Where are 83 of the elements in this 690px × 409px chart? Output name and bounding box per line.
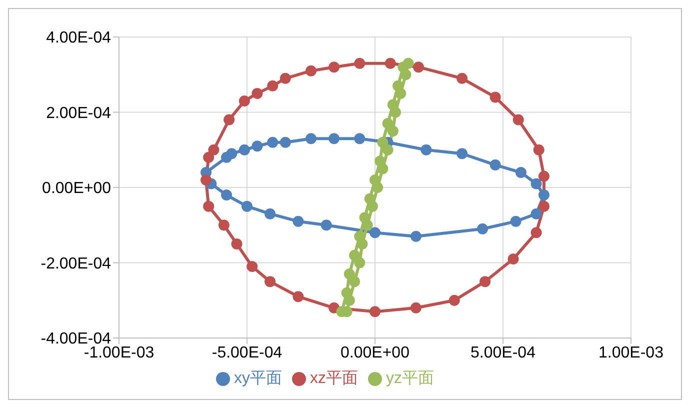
point: [242, 200, 252, 212]
point: [252, 140, 263, 152]
point: [238, 144, 250, 156]
point: [510, 216, 522, 227]
point: [218, 220, 230, 231]
legend-label: xz平面: [310, 370, 358, 387]
point: [328, 62, 340, 73]
point: [538, 200, 550, 212]
point: [538, 190, 550, 201]
point: [354, 230, 366, 242]
point: [456, 148, 468, 160]
x-tick-label: 5.00E-04: [470, 344, 536, 362]
point: [533, 144, 544, 156]
point: [490, 92, 501, 103]
point: [208, 144, 220, 156]
point: [224, 114, 235, 126]
point: [530, 208, 542, 220]
point: [354, 257, 366, 268]
x-tick-label: -1.00E-03: [84, 344, 154, 362]
point: [203, 200, 214, 212]
x-tick-label: 0.00E+00: [340, 344, 410, 362]
point: [246, 261, 258, 272]
point: [420, 144, 432, 156]
point: [508, 253, 519, 264]
point: [226, 148, 238, 160]
legend-label: xy平面: [234, 370, 282, 387]
point: [530, 227, 542, 238]
y-tick-label: 2.00E-04: [46, 104, 112, 122]
point: [410, 302, 422, 314]
y-tick-label: -2.00E-04: [40, 255, 112, 272]
y-tick-label: 4.00E-04: [46, 30, 112, 47]
point: [410, 230, 422, 242]
point: [382, 144, 394, 156]
x-tick-label: 1.00E-03: [598, 344, 664, 362]
point: [370, 306, 380, 318]
point: [477, 223, 488, 234]
point: [231, 238, 242, 250]
point: [530, 178, 542, 190]
y-tick-label: 0.00E+00: [42, 180, 112, 198]
point: [456, 72, 468, 84]
point: [252, 88, 263, 99]
point: [448, 294, 460, 306]
point: [392, 80, 404, 92]
point: [292, 291, 304, 302]
point: [515, 166, 526, 178]
point: [221, 190, 232, 201]
point: [344, 268, 355, 280]
point: [538, 170, 550, 182]
point: [200, 174, 212, 186]
point: [387, 126, 398, 137]
point: [349, 276, 360, 288]
point: [203, 152, 214, 163]
point: [267, 80, 278, 92]
point: [349, 250, 360, 261]
point: [374, 156, 386, 167]
point: [354, 58, 366, 69]
point: [359, 212, 370, 224]
x-tick-label: -5.00E-04: [212, 344, 282, 362]
point: [382, 118, 394, 130]
point: [370, 174, 380, 186]
point: [480, 276, 491, 288]
point: [280, 72, 291, 84]
point: [306, 65, 316, 76]
legend-label: yz平面: [386, 370, 434, 387]
point: [341, 287, 352, 298]
point: [267, 136, 278, 148]
point: [387, 99, 398, 110]
point: [370, 227, 380, 238]
point: [354, 133, 366, 144]
point: [292, 216, 304, 227]
point: [280, 136, 291, 148]
point: [320, 220, 332, 231]
point: [377, 136, 388, 148]
point: [413, 62, 424, 73]
point: [364, 193, 376, 204]
point: [264, 276, 276, 288]
point: [264, 208, 276, 220]
point: [512, 114, 524, 126]
point: [328, 133, 340, 144]
point: [306, 133, 316, 144]
point: [490, 159, 501, 170]
point: [384, 58, 396, 69]
point: [238, 95, 250, 106]
